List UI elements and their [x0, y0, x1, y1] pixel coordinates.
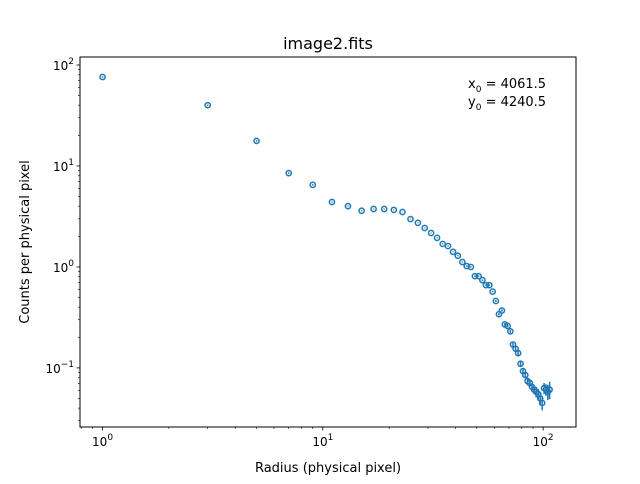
svg-text:x0 = 4061.5: x0 = 4061.5	[468, 77, 546, 95]
x-axis-label: Radius (physical pixel)	[255, 461, 401, 476]
data-point	[421, 224, 429, 232]
data-point	[344, 202, 352, 210]
data-point	[479, 276, 486, 284]
y-tick-label: 102	[53, 57, 74, 73]
data-point	[309, 181, 317, 189]
y-tick-label: 10−1	[45, 360, 74, 376]
data-point	[358, 207, 365, 215]
data-point	[486, 281, 493, 289]
svg-text:y0 = 4240.5: y0 = 4240.5	[468, 95, 546, 113]
data-point	[482, 281, 490, 289]
data-point	[489, 288, 497, 295]
data-point	[517, 360, 524, 368]
data-point	[521, 371, 529, 379]
data-point	[427, 229, 435, 237]
data-point	[498, 307, 506, 314]
data-point	[399, 208, 406, 216]
data-point	[454, 252, 462, 260]
y-tick-label: 101	[53, 158, 74, 174]
data-point	[444, 242, 452, 250]
data-point	[407, 215, 414, 223]
data-point	[467, 263, 475, 271]
data-point	[380, 205, 388, 213]
data-point	[475, 272, 483, 280]
data-point	[414, 219, 422, 227]
data-point	[449, 248, 457, 256]
data-point	[538, 399, 546, 407]
data-point	[433, 234, 441, 242]
x-tick-label: 101	[312, 433, 333, 449]
data-point	[390, 206, 398, 214]
data-point	[285, 169, 293, 177]
data-point	[253, 137, 260, 145]
data-points	[99, 73, 553, 411]
annotation-y0: y0 = 4240.5	[468, 95, 546, 113]
data-point	[504, 322, 511, 330]
chart-title: image2.fits	[283, 34, 373, 53]
data-point	[507, 328, 514, 335]
y-axis-label: Counts per physical pixel	[18, 160, 33, 323]
data-point	[463, 262, 471, 270]
data-point	[514, 349, 522, 357]
data-point	[459, 258, 466, 266]
data-point	[370, 205, 377, 213]
data-point	[492, 297, 500, 305]
x-tick-label: 100	[92, 433, 113, 449]
x-tick-label: 102	[533, 433, 554, 449]
y-tick-label: 100	[53, 259, 74, 275]
annotation-x0: x0 = 4061.5	[468, 77, 546, 95]
data-point	[471, 272, 479, 280]
axis-ticks: 100 101 102 10−1 100 101 102	[45, 57, 553, 449]
data-point	[546, 386, 553, 393]
data-point	[439, 240, 447, 248]
plot-frame	[79, 56, 577, 428]
data-point	[204, 101, 212, 109]
data-point	[99, 73, 106, 81]
data-point	[328, 198, 336, 206]
